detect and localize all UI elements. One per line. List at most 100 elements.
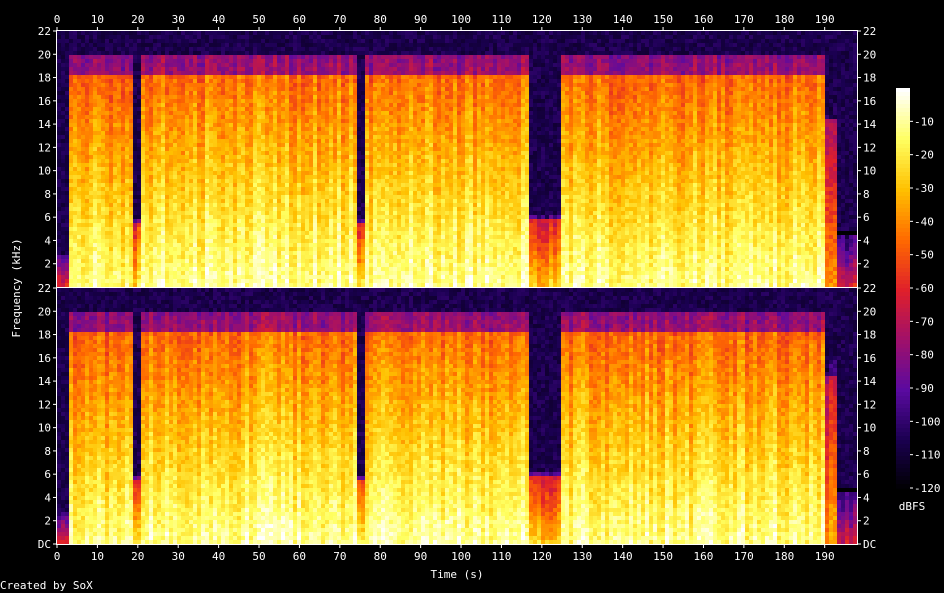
spectrogram-cell — [237, 127, 241, 131]
spectrogram-cell — [209, 67, 213, 71]
spectrogram-cell — [85, 95, 89, 99]
spectrogram-cell — [185, 75, 189, 79]
spectrogram-cell — [257, 163, 261, 167]
spectrogram-cell — [317, 39, 321, 43]
spectrogram-cell — [277, 219, 281, 223]
spectrogram-cell — [209, 179, 213, 183]
spectrogram-cell — [213, 63, 217, 67]
spectrogram-cell — [141, 211, 145, 215]
spectrogram-cell — [137, 151, 141, 155]
spectrogram-cell — [297, 159, 301, 163]
spectrogram-cell — [309, 211, 313, 215]
spectrogram-cell — [129, 227, 133, 231]
spectrogram-cell — [201, 79, 205, 83]
spectrogram-cell — [329, 243, 333, 247]
spectrogram-cell — [269, 239, 273, 243]
spectrogram-cell — [253, 103, 257, 107]
spectrogram-cell — [229, 119, 233, 123]
spectrogram-cell — [181, 99, 185, 103]
spectrogram-cell — [209, 75, 213, 79]
spectrogram-cell — [117, 203, 121, 207]
spectrogram-cell — [121, 99, 125, 103]
spectrogram-cell — [97, 87, 101, 91]
spectrogram-cell — [169, 259, 173, 263]
spectrogram-cell — [169, 75, 173, 79]
spectrogram-cell — [205, 67, 209, 71]
spectrogram-cell — [201, 83, 205, 87]
spectrogram-cell — [333, 123, 337, 127]
spectrogram-cell — [233, 95, 237, 99]
spectrogram-cell — [169, 43, 173, 47]
spectrogram-cell — [133, 147, 137, 151]
spectrogram-cell — [233, 207, 237, 211]
spectrogram-cell — [317, 211, 321, 215]
spectrogram-cell — [113, 267, 117, 271]
spectrogram-cell — [189, 263, 193, 267]
spectrogram-cell — [309, 63, 313, 67]
spectrogram-cell — [329, 179, 333, 183]
spectrogram-cell — [145, 59, 149, 63]
spectrogram-cell — [325, 107, 329, 111]
spectrogram-cell — [169, 271, 173, 275]
spectrogram-cell — [221, 239, 225, 243]
spectrogram-cell — [133, 279, 137, 283]
spectrogram-cell — [149, 203, 153, 207]
spectrogram-cell — [69, 283, 73, 287]
spectrogram-cell — [245, 95, 249, 99]
spectrogram-cell — [233, 243, 237, 247]
spectrogram-cell — [77, 147, 81, 151]
spectrogram-cell — [309, 263, 313, 267]
spectrogram-cell — [61, 63, 65, 67]
spectrogram-cell — [149, 175, 153, 179]
spectrogram-cell — [245, 183, 249, 187]
spectrogram-cell — [325, 31, 329, 35]
spectrogram-cell — [101, 271, 105, 275]
spectrogram-cell — [65, 219, 69, 223]
spectrogram-cell — [249, 263, 253, 267]
spectrogram-cell — [365, 255, 369, 259]
spectrogram-cell — [157, 43, 161, 47]
spectrogram-cell — [277, 239, 281, 243]
spectrogram-cell — [93, 215, 97, 219]
spectrogram-cell — [101, 147, 105, 151]
spectrogram-cell — [277, 199, 281, 203]
spectrogram-cell — [149, 239, 153, 243]
spectrogram-cell — [157, 31, 161, 35]
spectrogram-cell — [113, 103, 117, 107]
spectrogram-cell — [81, 239, 85, 243]
spectrogram-cell — [257, 75, 261, 79]
spectrogram-cell — [337, 227, 341, 231]
spectrogram-cell — [361, 135, 365, 139]
spectrogram-cell — [349, 163, 353, 167]
spectrogram-cell — [189, 51, 193, 55]
spectrogram-cell — [169, 123, 173, 127]
spectrogram-cell — [217, 151, 221, 155]
spectrogram-cell — [361, 211, 365, 215]
spectrogram-cell — [257, 159, 261, 163]
spectrogram-cell — [77, 275, 81, 279]
spectrogram-cell — [225, 199, 229, 203]
spectrogram-cell — [205, 155, 209, 159]
spectrogram-cell — [329, 171, 333, 175]
spectrogram-cell — [313, 31, 317, 35]
spectrogram-cell — [261, 31, 265, 35]
spectrogram-cell — [57, 59, 61, 63]
spectrogram-cell — [261, 211, 265, 215]
spectrogram-cell — [81, 275, 85, 279]
spectrogram-cell — [173, 111, 177, 115]
spectrogram-cell — [117, 59, 121, 63]
spectrogram-cell — [165, 199, 169, 203]
spectrogram-cell — [253, 95, 257, 99]
spectrogram-cell — [365, 263, 369, 267]
spectrogram-cell — [101, 211, 105, 215]
spectrogram-cell — [293, 251, 297, 255]
spectrogram-cell — [73, 155, 77, 159]
spectrogram-cell — [233, 35, 237, 39]
spectrogram-cell — [101, 95, 105, 99]
spectrogram-cell — [141, 155, 145, 159]
spectrogram-cell — [293, 231, 297, 235]
spectrogram-cell — [365, 63, 369, 67]
spectrogram-cell — [149, 247, 153, 251]
spectrogram-cell — [329, 115, 333, 119]
spectrogram-cell — [141, 247, 145, 251]
